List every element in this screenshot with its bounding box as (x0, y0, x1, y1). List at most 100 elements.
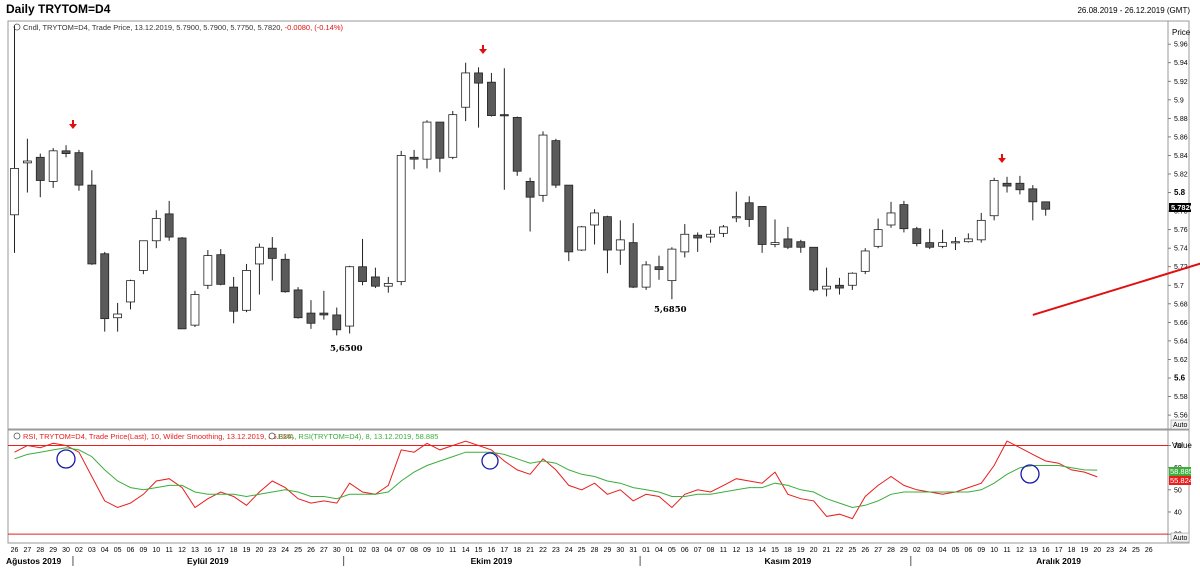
price-tick-label: 5.82 (1174, 172, 1188, 179)
price-tick-label: 5.76 (1174, 227, 1188, 234)
candle-body (48, 150, 58, 182)
date-tick-label: 06 (681, 547, 689, 554)
date-tick-label: 16 (488, 547, 496, 554)
price-tick-label: 5.78 (1174, 209, 1188, 216)
ema-value-tag-text: 58.885 (1170, 467, 1193, 476)
candle-body (177, 237, 187, 330)
price-tick-label: 5.58 (1174, 394, 1188, 401)
rsi-value-tag-text: 55.824 (1170, 476, 1193, 485)
candle-body (1002, 182, 1012, 187)
candle-body (822, 285, 831, 290)
candle-body (680, 233, 690, 253)
ema-legend-icon[interactable] (268, 432, 276, 440)
candle-body (126, 280, 135, 303)
candle-body (10, 168, 19, 216)
candle-body (113, 313, 123, 319)
date-tick-label: 25 (294, 547, 302, 554)
candle-body (138, 240, 148, 271)
date-tick-label: 30 (333, 547, 341, 554)
rsi-legend-text: RSI, TRYTOM=D4, Trade Price(Last), 10, W… (23, 432, 293, 441)
rsi-auto-label: Auto (1173, 535, 1188, 542)
last-price-tag (1169, 203, 1191, 212)
date-tick-label: 21 (526, 547, 534, 554)
candle-body (1041, 201, 1051, 210)
candle-body (242, 270, 251, 311)
candle-body (61, 150, 71, 154)
candle-body (190, 294, 200, 326)
date-tick-label: 19 (797, 547, 805, 554)
rsi-signal-circle-1 (56, 449, 76, 469)
candle-body (1028, 188, 1038, 203)
rsi-lines (14, 440, 1098, 520)
date-tick-label: 13 (745, 547, 753, 554)
date-tick-label: 05 (668, 547, 676, 554)
candle-body (487, 81, 496, 116)
date-tick-label: 26 (11, 547, 19, 554)
price-tick-label: 5.8 (1174, 188, 1186, 197)
candle-body (628, 242, 638, 288)
price-tick-label: 5.96 (1174, 42, 1188, 49)
date-tick-label: 28 (591, 547, 599, 554)
rsi-legend-icon[interactable] (13, 432, 21, 440)
candle-body (448, 114, 458, 158)
ema-value-tag (1169, 467, 1191, 476)
candle-body (499, 114, 509, 117)
date-tick-label: 28 (887, 547, 895, 554)
date-tick-label: 25 (1132, 547, 1140, 554)
date-tick-label: 05 (952, 547, 960, 554)
price-auto-button[interactable] (1170, 419, 1190, 430)
date-tick-label: 03 (372, 547, 380, 554)
date-tick-label: 15 (771, 547, 779, 554)
date-tick-label: 17 (217, 547, 225, 554)
candle-body (783, 238, 793, 248)
price-axis-ticks: 5.56 5.58 5.6 5.62 5.64 5.66 5.68 5.7 5.72 5.74 5.… (1168, 42, 1188, 420)
price-tick-label: 5.66 (1174, 320, 1188, 327)
date-tick-label: 29 (900, 547, 908, 554)
candle-body (538, 134, 548, 196)
date-tick-label: 11 (166, 547, 173, 554)
date-axis: 26 27 28 29 30 02 03 04 05 06 09 10 11 12 13 16 17 18 19 20… (6, 547, 1153, 566)
date-tick-label: 09 (140, 547, 148, 554)
candle-body (100, 253, 110, 320)
sell-arrow-2 (479, 45, 487, 54)
candle-body (409, 156, 419, 160)
month-label: Ağustos 2019 (6, 556, 62, 566)
candle-body (396, 155, 406, 282)
rsi-auto-button[interactable] (1170, 532, 1190, 543)
price-axis-title: Price (1172, 28, 1191, 37)
candle-body (551, 140, 561, 186)
date-tick-label: 08 (410, 547, 418, 554)
candle-body (989, 180, 999, 217)
candle-body (332, 314, 342, 331)
date-tick-label: 30 (616, 547, 624, 554)
candle-body (87, 184, 97, 265)
low-annotation-2: 5,6850 (654, 305, 687, 315)
date-tick-label: 31 (629, 547, 637, 554)
date-tick-label: 24 (565, 547, 573, 554)
rsi-tick-label: 40 (1174, 509, 1182, 516)
rsi-pane-frame (7, 429, 1190, 544)
date-tick-label: 27 (874, 547, 882, 554)
date-tick-label: 18 (230, 547, 238, 554)
low-annotation-1: 5,6500 (330, 344, 363, 354)
date-tick-label: 10 (152, 547, 160, 554)
candle-body (860, 250, 870, 272)
date-tick-label: 14 (758, 547, 766, 554)
rsi-tick-label: 70 (1174, 443, 1182, 450)
candle-body (744, 202, 754, 220)
candle-body (925, 242, 935, 248)
price-tick-label: 5.72 (1174, 264, 1188, 271)
date-tick-label: 11 (1003, 547, 1010, 554)
date-tick-label: 10 (990, 547, 998, 554)
date-tick-label: 17 (1055, 547, 1063, 554)
candle-body (873, 229, 883, 247)
date-tick-label: 18 (513, 547, 521, 554)
candle-body (525, 181, 535, 198)
date-tick-label: 18 (784, 547, 792, 554)
date-tick-label: 24 (281, 547, 289, 554)
date-tick-label: 25 (848, 547, 856, 554)
rsi-signal-circle-2 (481, 452, 499, 470)
rsi-tick-label: 50 (1174, 487, 1182, 494)
date-tick-label: 07 (397, 547, 405, 554)
